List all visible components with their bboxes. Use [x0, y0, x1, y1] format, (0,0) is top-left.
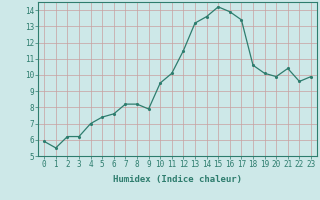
X-axis label: Humidex (Indice chaleur): Humidex (Indice chaleur) — [113, 175, 242, 184]
